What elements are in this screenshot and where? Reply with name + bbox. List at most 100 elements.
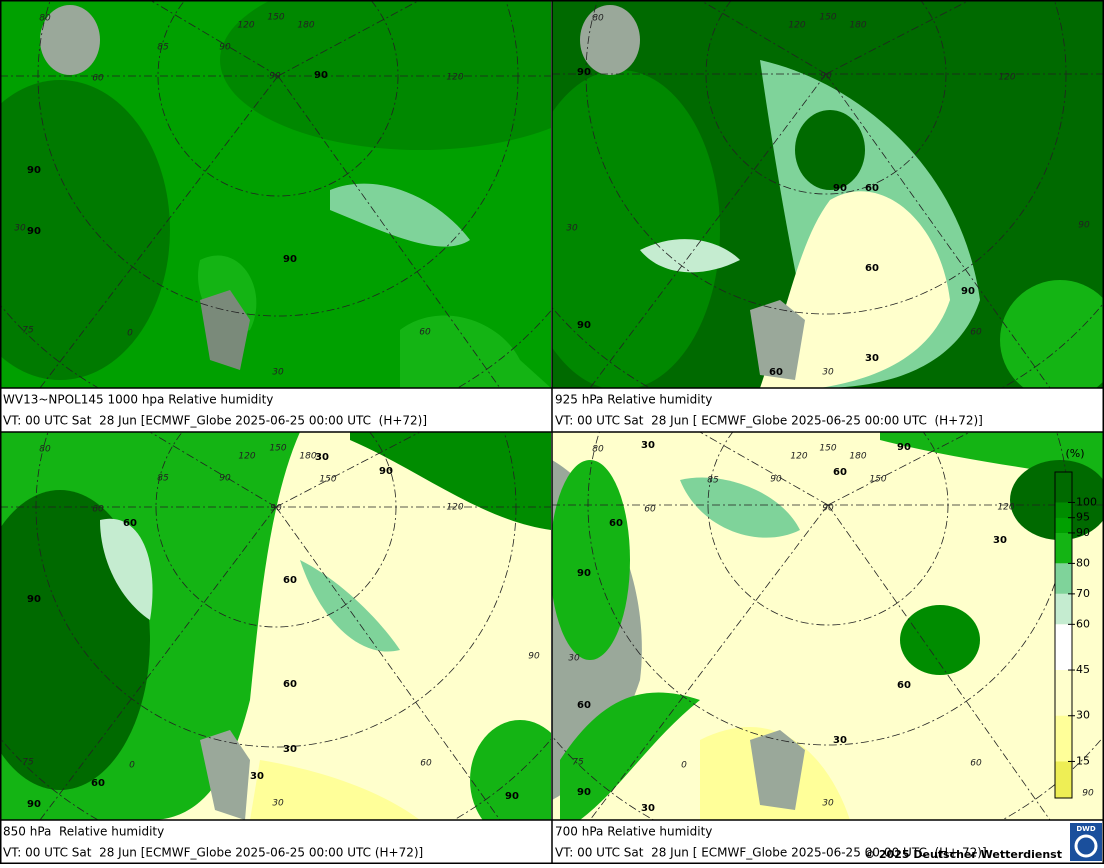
colorbar-label: 70 [1076,587,1090,600]
contour-label: 60 [833,467,847,478]
graticule-label: 30 [14,224,26,234]
graticule-label: 30 [272,799,284,809]
map-850hpa [0,432,551,820]
graticule-label: 90 [1082,789,1094,799]
colorbar-label: 80 [1076,556,1090,569]
graticule-label: 90 [269,72,281,82]
graticule-label: 90 [270,504,282,514]
contour-label: 90 [577,67,591,78]
footer: © 2025 Deutscher Wetterdienst [864,848,1062,861]
panel-title: 925 hPa Relative humidity [555,393,712,407]
graticule-label: 90 [820,72,832,82]
contour-label: 90 [27,226,41,237]
colorbar-label: 90 [1076,526,1090,539]
graticule-label: 0 [127,329,133,339]
graticule-label: 30 [822,368,834,378]
colorbar-segment [1055,472,1072,503]
colorbar-label: 45 [1076,663,1090,676]
panel-title: 850 hPa Relative humidity [3,825,164,839]
graticule-label: 85 [707,476,719,486]
colorbar-segment [1055,517,1072,533]
graticule-label: 180 [849,452,866,462]
graticule-label: 150 [869,475,886,485]
graticule-label: 120 [788,21,805,31]
contour-label: 60 [91,778,105,789]
graticule-label: 80 [39,14,51,24]
graticule-label: 90 [770,475,782,485]
graticule-label: 60 [644,505,656,515]
graticule-label: 150 [819,444,836,454]
graticule-label: 0 [129,761,135,771]
graticule-label: 60 [420,759,432,769]
colorbar-label: 95 [1076,511,1090,524]
contour-label: 60 [283,679,297,690]
graticule [552,0,1104,388]
graticule-label: 60 [970,328,982,338]
contour-label: 90 [577,568,591,579]
panel-valid-time: VT: 00 UTC Sat 28 Jun [ ECMWF_Globe 2025… [555,846,987,860]
contour-label: 60 [897,680,911,691]
graticule-label: 90 [1078,221,1090,231]
graticule-label: 120 [237,21,254,31]
graticule-label: 0 [681,761,687,771]
graticule-label: 85 [157,474,169,484]
graticule [0,432,551,820]
colorbar-label: 15 [1076,754,1090,767]
colorbar-unit: (%) [1065,447,1084,460]
dwd-logo-swirl [1074,834,1098,858]
colorbar-segment [1055,670,1072,716]
colorbar-label: 60 [1076,617,1090,630]
graticule-label: 120 [446,73,463,83]
graticule [0,0,551,388]
contour-label: 90 [577,320,591,331]
contour-label: 30 [993,535,1007,546]
panel-title: WV13~NPOL145 1000 hpa Relative humidity [3,393,273,407]
graticule-label: 85 [157,43,169,53]
colorbar-segment [1055,563,1072,594]
contour-label: 30 [833,735,847,746]
graticule-label: 75 [572,758,584,768]
contour-label: 90 [379,466,393,477]
contour-label: 90 [314,70,328,81]
graticule-label: 90 [528,652,540,662]
graticule-label: 90 [219,474,231,484]
graticule-label: 150 [819,13,836,23]
contour-label: 90 [897,442,911,453]
graticule-label: 75 [22,758,34,768]
contour-label: 60 [123,518,137,529]
contour-label: 90 [505,791,519,802]
graticule-label: 180 [849,21,866,31]
contour-label: 30 [641,803,655,814]
graticule-label: 30 [566,224,578,234]
contour-label: 30 [641,440,655,451]
contour-label: 90 [283,254,297,265]
graticule-label: 180 [299,452,316,462]
map-925hpa [552,0,1104,388]
colorbar-label: 30 [1076,709,1090,722]
graticule-label: 150 [269,444,286,454]
contour-label: 60 [283,575,297,586]
graticule-label: 75 [22,326,34,336]
colorbar-segment [1055,502,1072,518]
contour-label: 60 [609,518,623,529]
contour-label: 30 [865,353,879,364]
colorbar-segment [1055,532,1072,564]
graticule-label: 120 [790,452,807,462]
graticule-label: 120 [238,452,255,462]
contour-label: 60 [865,183,879,194]
colorbar-segment [1055,715,1072,762]
panel-valid-time: VT: 00 UTC Sat 28 Jun [ECMWF_Globe 2025-… [3,846,423,860]
graticule-label: 60 [92,505,104,515]
colorbar-segment [1055,624,1072,671]
contour-label: 60 [769,367,783,378]
graticule-label: 60 [92,74,104,84]
colorbar-label: 100 [1076,495,1097,508]
graticule-label: 30 [272,368,284,378]
panel-title: 700 hPa Relative humidity [555,825,712,839]
contour-label: 90 [961,286,975,297]
graticule-label: 90 [822,504,834,514]
colorbar-segment [1055,761,1072,798]
graticule-label: 80 [39,445,51,455]
